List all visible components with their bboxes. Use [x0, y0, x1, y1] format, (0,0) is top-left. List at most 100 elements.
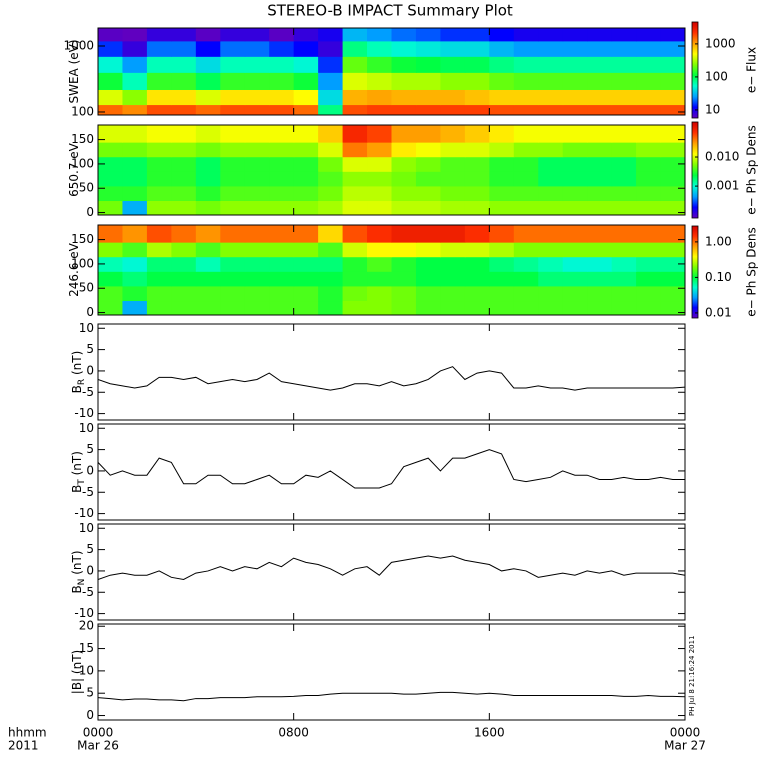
- heatmap-cell: [195, 171, 221, 187]
- heatmap-cell: [122, 185, 148, 202]
- heatmap-cell: [171, 185, 197, 202]
- heatmap-cell: [489, 185, 515, 202]
- heatmap-cell: [489, 300, 515, 315]
- heatmap-cell: [611, 125, 637, 143]
- heatmap-cell: [171, 125, 197, 143]
- heatmap-cell: [195, 156, 221, 172]
- y-tick-label: 0: [86, 305, 94, 319]
- heatmap-cell: [611, 56, 637, 73]
- heatmap-cell: [660, 142, 685, 158]
- heatmap-cell: [391, 300, 417, 315]
- heatmap-cell: [98, 89, 124, 106]
- heatmap-cell: [464, 104, 490, 115]
- heatmap-cell: [660, 200, 685, 215]
- heatmap-cell: [391, 185, 417, 202]
- heatmap-cell: [244, 142, 270, 158]
- heatmap-cell: [367, 200, 393, 215]
- heatmap-cell: [489, 200, 515, 215]
- y-label-subscript: R: [77, 379, 87, 385]
- heatmap-cell: [440, 56, 466, 73]
- heatmap-cell: [122, 72, 148, 90]
- heatmap-cell: [636, 225, 662, 243]
- y-tick-label: 100: [71, 256, 94, 270]
- y-axis-label: BT (nT): [70, 451, 87, 493]
- heatmap-cell: [562, 28, 588, 42]
- heatmap-cell: [489, 125, 515, 143]
- heatmap-cell: [195, 200, 221, 215]
- panel: [98, 28, 685, 115]
- heatmap-cell: [318, 28, 344, 42]
- heatmap-cell: [293, 225, 319, 243]
- heatmap-cell: [146, 156, 172, 172]
- heatmap-cell: [146, 104, 172, 115]
- heatmap-cell: [464, 300, 490, 315]
- heatmap-cell: [220, 256, 246, 272]
- heatmap-cell: [220, 242, 246, 258]
- heatmap-cell: [293, 104, 319, 115]
- heatmap-cell: [171, 89, 197, 106]
- heatmap-cell: [146, 300, 172, 315]
- heatmap-cell: [367, 56, 393, 73]
- data-line: [98, 555, 685, 580]
- heatmap-cell: [318, 171, 344, 187]
- heatmap-cell: [269, 171, 295, 187]
- heatmap-cell: [611, 242, 637, 258]
- heatmap-cell: [293, 242, 319, 258]
- heatmap-cell: [611, 271, 637, 287]
- heatmap-cell: [269, 242, 295, 258]
- heatmap-cell: [562, 156, 588, 172]
- heatmap-cell: [587, 271, 613, 287]
- x-date-label: Mar 26: [77, 739, 119, 753]
- heatmap-cell: [562, 200, 588, 215]
- heatmap-cell: [489, 256, 515, 272]
- heatmap-cell: [195, 185, 221, 202]
- heatmap-cell: [367, 285, 393, 302]
- heatmap-cell: [415, 300, 442, 315]
- heatmap-cell: [538, 156, 564, 172]
- heatmap-cell: [587, 89, 613, 106]
- heatmap-cell: [220, 171, 246, 187]
- colorbar-tick-label: 0.10: [705, 270, 732, 284]
- heatmap-cell: [318, 72, 344, 90]
- heatmap-cell: [562, 285, 588, 302]
- heatmap-cell: [122, 104, 148, 115]
- heatmap-cell: [220, 104, 246, 115]
- heatmap-cell: [587, 185, 613, 202]
- heatmap-cell: [146, 256, 172, 272]
- heatmap-cell: [195, 142, 221, 158]
- heatmap-cell: [587, 28, 613, 42]
- heatmap-cell: [244, 171, 270, 187]
- heatmap-cell: [367, 300, 393, 315]
- heatmap-cell: [513, 256, 539, 272]
- heatmap-cell: [538, 142, 564, 158]
- heatmap-cell: [293, 256, 319, 272]
- heatmap-cell: [660, 104, 685, 115]
- heatmap-cell: [562, 89, 588, 106]
- heatmap-cell: [562, 271, 588, 287]
- heatmap-cell: [513, 125, 539, 143]
- heatmap-cell: [98, 28, 124, 42]
- panel-frame: [97, 323, 686, 421]
- heatmap-cell: [489, 171, 515, 187]
- heatmap-cell: [489, 104, 515, 115]
- y-tick-label: 50: [79, 181, 94, 195]
- heatmap-cell: [171, 285, 197, 302]
- heatmap-cell: [391, 104, 417, 115]
- heatmap-cell: [611, 156, 637, 172]
- heatmap-cell: [146, 171, 172, 187]
- panel: [98, 555, 685, 580]
- heatmap-cell: [660, 28, 685, 42]
- heatmap-cell: [195, 72, 221, 90]
- panel: [98, 125, 685, 215]
- heatmap-cell: [611, 185, 637, 202]
- heatmap-cell: [342, 156, 368, 172]
- heatmap-cell: [367, 72, 393, 90]
- heatmap-cell: [562, 125, 588, 143]
- panel-frame: [97, 224, 686, 316]
- heatmap-cell: [244, 242, 270, 258]
- heatmap-cell: [538, 200, 564, 215]
- heatmap-cell: [464, 285, 490, 302]
- panel: [98, 691, 685, 702]
- timestamp: PH Jul 8 21:16:24 2011: [688, 635, 696, 716]
